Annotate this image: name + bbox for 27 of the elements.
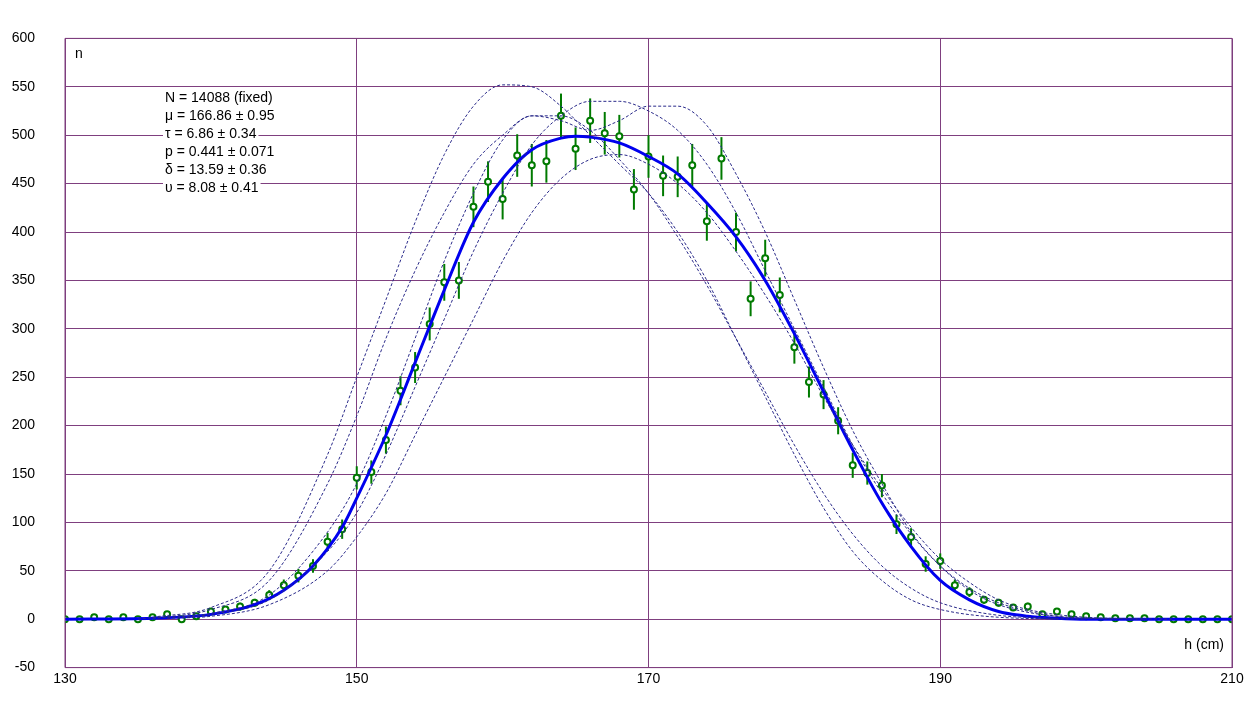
y-tick-label: 300 — [11, 319, 36, 336]
y-axis-title: n — [75, 45, 83, 62]
annotation: p = 0.441 ± 0.071 — [165, 143, 275, 160]
annotation: N = 14088 (fixed) — [165, 89, 273, 106]
y-tick-label: 50 — [19, 561, 36, 578]
y-tick-label: 200 — [11, 416, 36, 433]
y-tick-label: 100 — [11, 513, 36, 530]
y-tick-label: 450 — [11, 174, 36, 191]
y-tick-label: 350 — [11, 271, 36, 288]
x-tick-label: 190 — [928, 669, 953, 686]
y-tick-label: 600 — [11, 29, 36, 46]
annotation: υ = 8.08 ± 0.41 — [165, 179, 259, 196]
x-tick-label: 130 — [53, 669, 77, 686]
x-tick-label: 210 — [1220, 669, 1244, 686]
y-tick-label: 550 — [11, 77, 36, 94]
y-tick-label: 150 — [11, 464, 36, 481]
y-tick-label: 500 — [11, 126, 36, 143]
y-tick-label: -50 — [14, 658, 36, 675]
annotation: τ = 6.86 ± 0.34 — [165, 125, 257, 142]
y-tick-label: 400 — [11, 222, 36, 239]
x-tick-label: 150 — [345, 669, 369, 686]
y-tick-label: 0 — [27, 610, 36, 627]
y-tick-label: 250 — [11, 368, 36, 385]
x-axis-title: h (cm) — [1184, 636, 1224, 653]
annotation: δ = 13.59 ± 0.36 — [165, 161, 267, 178]
annotation: μ = 166.86 ± 0.95 — [165, 107, 275, 124]
x-tick-label: 170 — [636, 669, 661, 686]
